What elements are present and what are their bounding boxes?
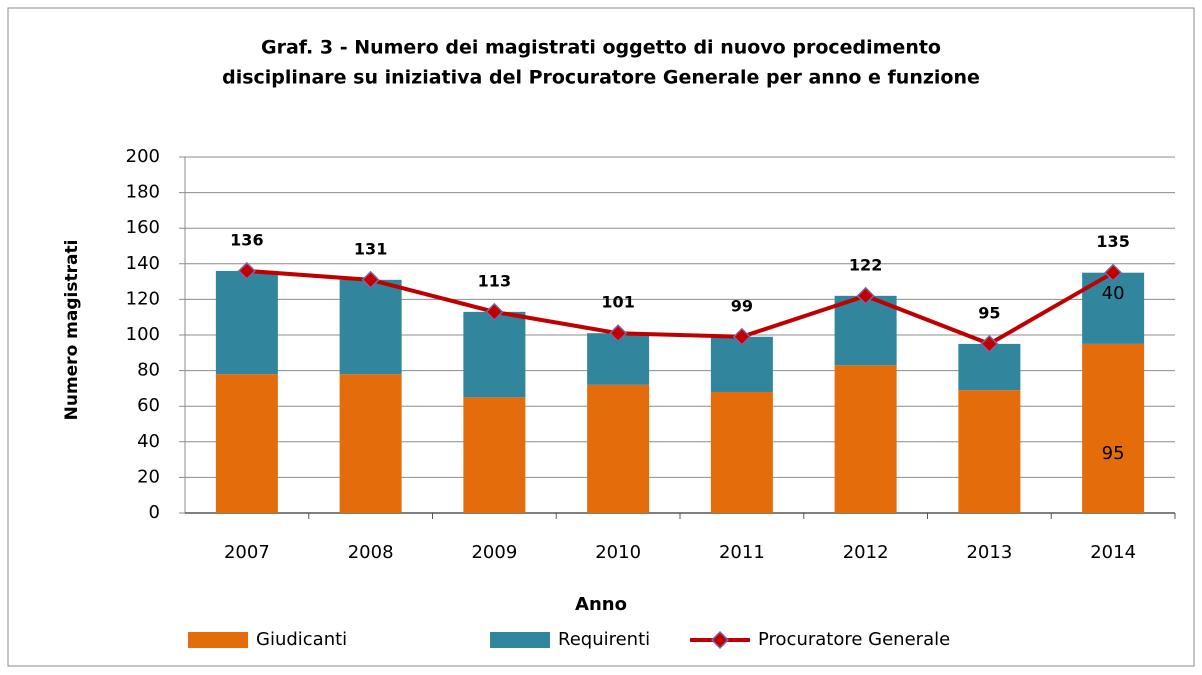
data-label: 101 (601, 293, 634, 312)
line (246, 268, 1115, 347)
chart-title: Graf. 3 - Numero dei magistrati oggetto … (261, 37, 941, 59)
y-tick-label: 20 (137, 466, 160, 487)
y-tick-label: 60 (137, 395, 160, 416)
data-label: 95 (1102, 443, 1125, 464)
bar (463, 311, 526, 398)
legend-swatch (490, 632, 550, 648)
y-tick-label: 180 (126, 182, 160, 203)
legend-label: Procuratore Generale (758, 629, 950, 650)
bar (834, 365, 897, 513)
y-tick-label: 0 (149, 502, 160, 523)
data-label: 135 (1096, 232, 1129, 251)
bar (710, 336, 773, 392)
marker (856, 286, 875, 305)
marker (237, 261, 256, 280)
bar (834, 295, 897, 366)
marker (361, 270, 380, 289)
x-tick-label: 2013 (966, 542, 1012, 563)
y-tick-label: 120 (126, 288, 160, 309)
data-label: 113 (478, 271, 511, 290)
y-axis-label: Numero magistrati (62, 240, 82, 421)
marker (609, 324, 628, 343)
x-tick-label: 2014 (1090, 542, 1136, 563)
marker (732, 327, 751, 346)
bar (215, 374, 278, 513)
bar (710, 391, 773, 513)
bar (463, 397, 526, 513)
y-tick-label: 140 (126, 253, 160, 274)
y-tick-label: 200 (126, 146, 160, 167)
legend-swatch (188, 632, 248, 648)
x-tick-label: 2008 (348, 542, 394, 563)
bar (339, 279, 402, 375)
y-tick-label: 100 (126, 324, 160, 345)
bar (958, 390, 1021, 513)
data-label: 40 (1102, 283, 1125, 304)
data-label: 131 (354, 239, 387, 258)
legend-marker (710, 630, 730, 650)
x-axis-label: Anno (575, 594, 627, 615)
x-tick-label: 2010 (595, 542, 641, 563)
legend-label: Giudicanti (256, 629, 347, 650)
y-tick-label: 160 (126, 217, 160, 238)
x-tick-label: 2012 (843, 542, 889, 563)
x-tick-label: 2007 (224, 542, 270, 563)
marker (485, 302, 504, 321)
data-label: 99 (731, 296, 753, 315)
marker (980, 334, 999, 353)
x-tick-label: 2011 (719, 542, 765, 563)
data-label: 95 (978, 303, 1000, 322)
data-label: 136 (230, 230, 263, 249)
data-label: 122 (849, 255, 882, 274)
chart-title: disciplinare su iniziativa del Procurato… (222, 67, 980, 89)
bar (339, 374, 402, 513)
legend-label: Requirenti (558, 629, 650, 650)
y-tick-label: 80 (137, 360, 160, 381)
y-tick-label: 40 (137, 431, 160, 452)
x-tick-label: 2009 (471, 542, 517, 563)
bar (215, 270, 278, 375)
bar (587, 384, 650, 513)
bar (1082, 343, 1145, 513)
marker (1104, 263, 1123, 282)
